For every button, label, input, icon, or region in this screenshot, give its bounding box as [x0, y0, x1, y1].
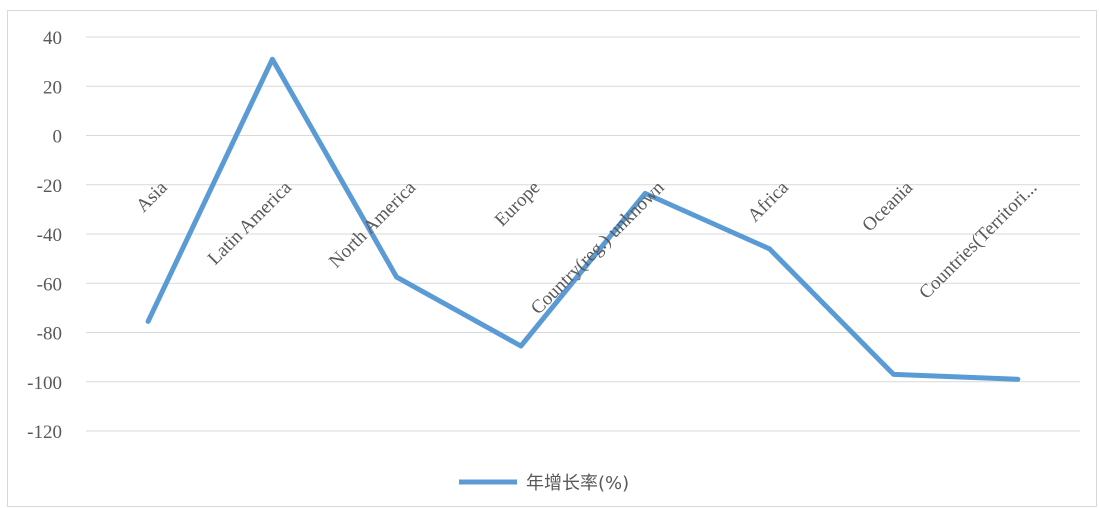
category-label: Countries(Territori... [915, 177, 1041, 303]
legend-label: 年增长率(%) [526, 473, 629, 494]
y-tick-label: -100 [27, 373, 62, 394]
y-tick-label: -60 [37, 274, 62, 295]
y-tick-label: -20 [37, 176, 62, 197]
y-tick-label: 0 [53, 127, 63, 148]
y-tick-label: 20 [43, 77, 62, 98]
y-tick-label: -40 [37, 225, 62, 246]
category-label: North America [325, 177, 420, 272]
category-label: Country(reg.) unknown [527, 177, 669, 319]
series-line [145, 56, 1021, 382]
category-label: Latin America [204, 177, 296, 269]
category-label: Oceania [858, 177, 917, 236]
category-label: Africa [744, 177, 794, 227]
legend: 年增长率(%) [459, 473, 629, 494]
category-labels: Asia Latin America North America EuropeCoun… [132, 177, 1041, 319]
y-tick-label: 40 [43, 28, 62, 49]
chart-frame [7, 10, 1097, 507]
y-axis-tick-labels: 40 20 0 -20 -40 -60 -80 -100 -120 [27, 28, 62, 443]
category-label: Asia [132, 177, 172, 217]
y-tick-label: -80 [37, 324, 62, 345]
gridlines [86, 36, 1080, 432]
series-lines [145, 56, 1021, 382]
y-tick-label: -120 [27, 422, 62, 443]
